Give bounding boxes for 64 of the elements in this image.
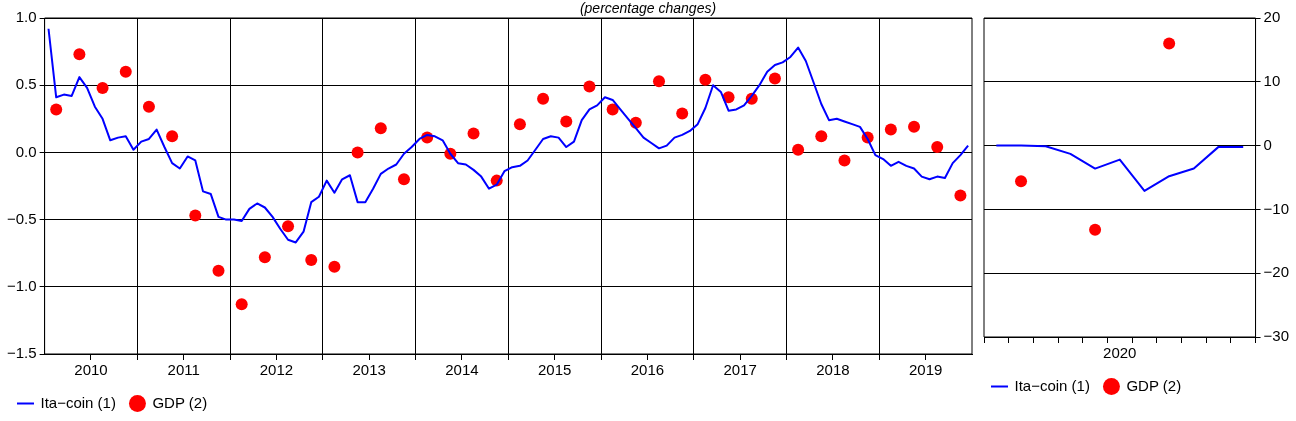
point	[212, 264, 225, 277]
point	[397, 173, 410, 186]
y2-tick-label: −10	[1263, 199, 1290, 217]
point	[699, 73, 712, 86]
point	[606, 103, 619, 116]
y-tick-label: 1.0	[15, 8, 37, 26]
x-tick-label: 2015	[537, 361, 572, 379]
y-tick-label: −0.5	[6, 209, 37, 227]
point	[908, 120, 921, 133]
x-tick-label: 2019	[908, 361, 943, 379]
y2-tick-label: 10	[1263, 71, 1281, 89]
point	[768, 72, 781, 85]
point	[305, 253, 318, 266]
point	[96, 81, 109, 94]
point	[73, 48, 86, 61]
x-tick-label: 2011	[167, 361, 200, 379]
point	[235, 298, 248, 311]
y2-tick-label: −30	[1263, 327, 1290, 345]
legend-label: Ita−coin (1)	[40, 393, 116, 411]
x-tick-label: 2012	[259, 361, 294, 379]
point	[513, 118, 526, 131]
point	[676, 107, 689, 120]
y2-tick-label: 0	[1263, 135, 1272, 153]
point	[1163, 37, 1176, 50]
point	[258, 251, 271, 264]
y-tick-label: 0.5	[15, 75, 37, 93]
point	[954, 189, 967, 202]
legend-label: Ita−coin (1)	[1014, 376, 1090, 394]
x-tick-label: 2016	[630, 361, 665, 379]
point	[374, 122, 387, 135]
point	[560, 115, 573, 128]
point	[838, 154, 851, 167]
x-tick-label: 2018	[816, 361, 850, 379]
y-tick-label: −1.0	[6, 276, 37, 294]
point	[119, 65, 132, 78]
point	[282, 220, 295, 233]
text: 2020	[1103, 343, 1137, 361]
x-tick-label: 2017	[723, 361, 757, 379]
y-tick-label: 0.0	[15, 142, 37, 160]
point	[537, 92, 550, 105]
legend-label: GDP (2)	[152, 393, 208, 411]
x-tick-label: 2013	[352, 361, 386, 379]
point	[884, 123, 897, 136]
point	[815, 130, 828, 143]
x-tick-label: 2010	[74, 361, 108, 379]
point	[583, 80, 596, 93]
point	[351, 146, 364, 159]
y2-tick-label: 20	[1263, 8, 1281, 26]
x-tick-label: 2014	[445, 361, 479, 379]
legend-label: GDP (2)	[1126, 376, 1182, 394]
point	[1015, 175, 1028, 188]
point	[50, 103, 63, 116]
point	[931, 141, 944, 154]
point	[189, 209, 202, 222]
y2-tick-label: −20	[1263, 263, 1290, 281]
chart-subtitle: (percentage changes)	[579, 0, 717, 16]
point	[1089, 223, 1102, 236]
y-tick-label: −1.5	[6, 344, 37, 362]
point	[328, 260, 341, 273]
point	[653, 75, 666, 88]
point	[467, 127, 480, 140]
point	[792, 143, 805, 156]
point	[166, 130, 179, 143]
point	[142, 100, 155, 113]
